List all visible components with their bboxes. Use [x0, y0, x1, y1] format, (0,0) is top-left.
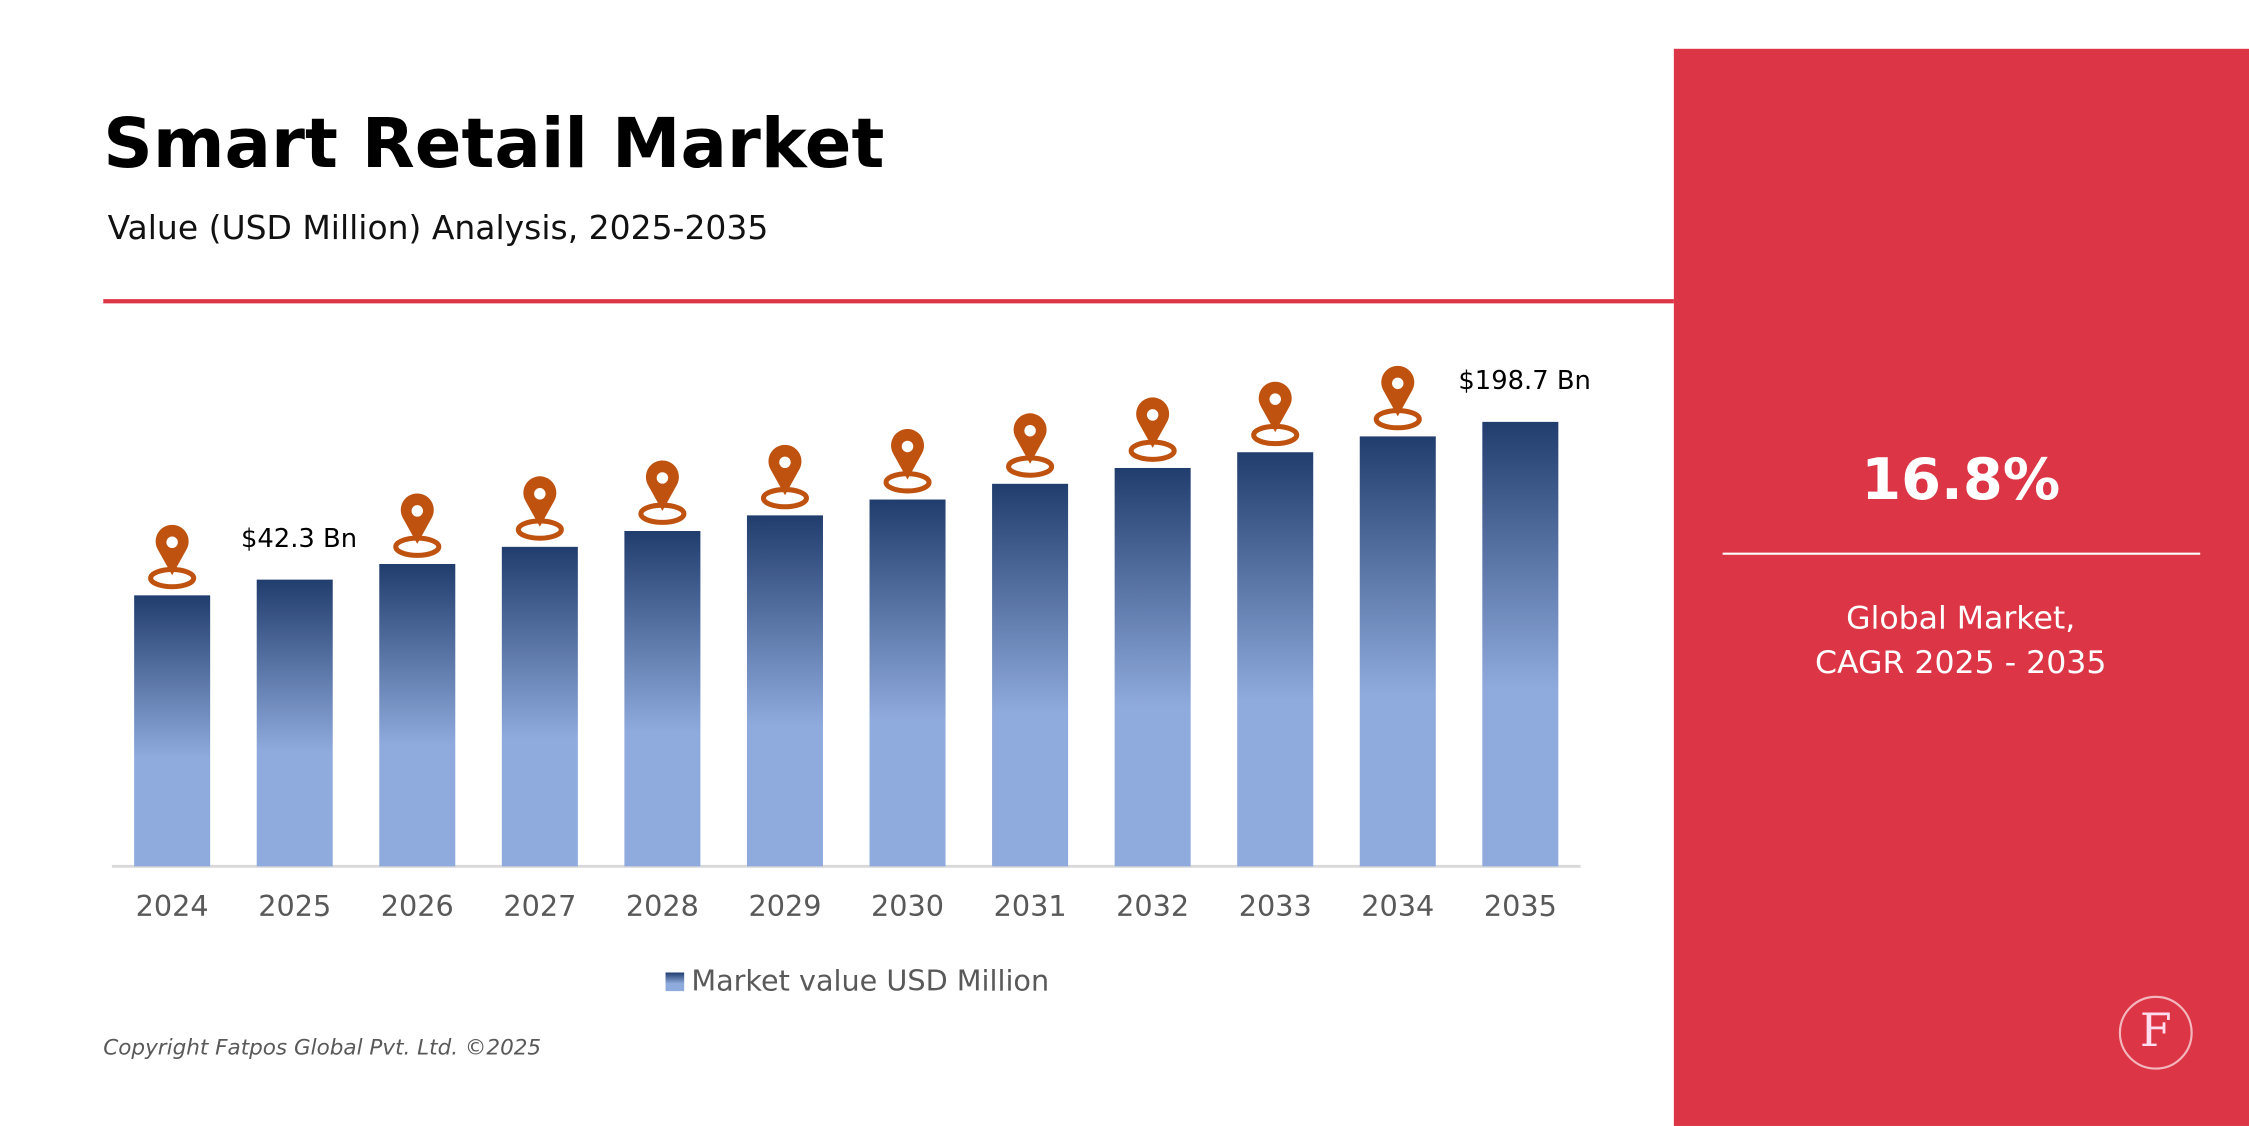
- x-tick-label: 2026: [381, 889, 454, 923]
- bar: [501, 546, 578, 867]
- pin: [1136, 397, 1170, 448]
- cagr-label: Global Market,: [1846, 601, 2075, 637]
- x-tick-label: 2034: [1361, 889, 1434, 923]
- title: Smart Retail Market: [103, 104, 884, 184]
- value-label: $42.3 Bn: [241, 524, 357, 554]
- cagr-label: CAGR 2025 - 2035: [1815, 645, 2106, 681]
- pin: [1013, 413, 1047, 464]
- subtitle: Value (USD Million) Analysis, 2025-2035: [108, 208, 769, 247]
- pin-dot: [1269, 393, 1281, 405]
- legend-swatch: [665, 972, 685, 992]
- bar: [1237, 452, 1314, 867]
- x-tick-label: 2032: [1116, 889, 1189, 923]
- bar: [1359, 436, 1436, 867]
- pin: [891, 428, 925, 480]
- pin: [1381, 365, 1415, 417]
- bar: [746, 515, 823, 867]
- highlight-panel: [1673, 48, 2249, 1126]
- pin-dot: [1024, 424, 1036, 437]
- legend-label: Market value USD Million: [691, 964, 1049, 998]
- cagr-value: 16.8%: [1861, 446, 2060, 513]
- pin-dot: [1146, 409, 1159, 421]
- bar: [992, 483, 1069, 867]
- logo: F: [2140, 1003, 2172, 1057]
- x-tick-label: 2027: [503, 889, 576, 923]
- x-tick-label: 2033: [1239, 889, 1312, 923]
- x-tick-label: 2028: [626, 889, 699, 923]
- x-tick-label: 2029: [748, 889, 821, 923]
- bar: [134, 595, 211, 867]
- x-tick-label: 2035: [1484, 889, 1557, 923]
- x-tick-label: 2031: [994, 889, 1067, 923]
- copyright: Copyright Fatpos Global Pvt. Ltd. ©2025: [103, 1036, 541, 1061]
- pin-dot: [779, 456, 791, 469]
- x-tick-label: 2025: [258, 889, 331, 923]
- logo-ring: [2118, 995, 2193, 1070]
- pin: [768, 444, 802, 496]
- bar: [1482, 421, 1559, 867]
- pin: [523, 476, 557, 527]
- x-tick-label: 2024: [136, 889, 209, 923]
- pin-dot: [1392, 377, 1404, 390]
- pin: [155, 524, 189, 576]
- bar: [624, 531, 701, 867]
- bar: [869, 499, 946, 867]
- bar: [256, 579, 333, 867]
- pin-dot: [534, 488, 546, 500]
- pin-dot: [901, 440, 914, 453]
- bar: [1114, 467, 1191, 867]
- value-label: $198.7 Bn: [1458, 366, 1591, 396]
- pin-dot: [166, 536, 178, 549]
- x-tick-label: 2030: [871, 889, 944, 923]
- bar: [379, 563, 456, 867]
- pin: [645, 460, 679, 511]
- pin-dot: [411, 505, 424, 517]
- pin: [1258, 381, 1292, 433]
- pin: [400, 493, 434, 544]
- pin-dot: [656, 472, 669, 484]
